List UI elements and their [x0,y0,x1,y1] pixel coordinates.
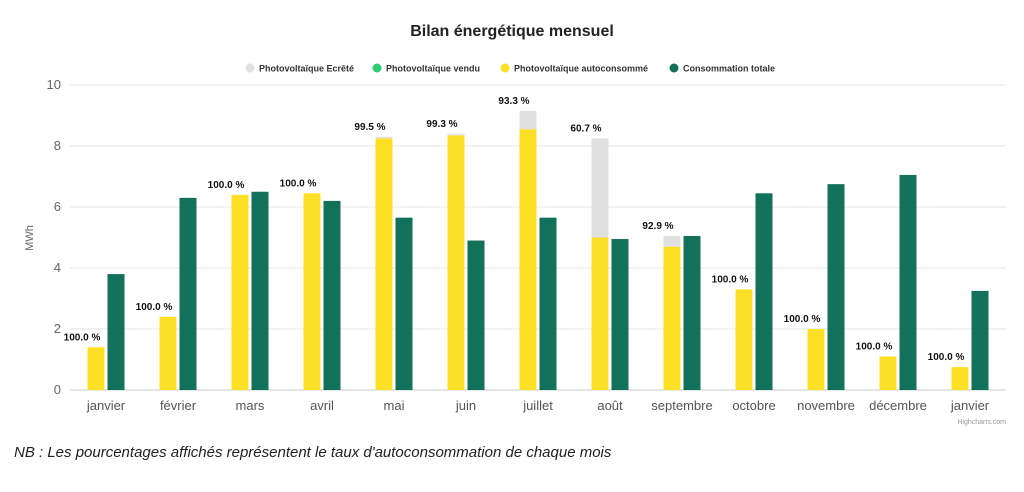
y-tick-label: 2 [54,321,61,336]
x-tick-label: novembre [797,398,855,413]
bar-consommation-totale[interactable] [971,290,989,390]
credits[interactable]: Highcharts.com [957,419,1006,426]
y-tick-label: 10 [47,77,61,92]
bar-photovolta-que-autoconsomm-[interactable] [591,237,609,391]
chart-title: Bilan énergétique mensuel [410,23,614,40]
data-label: 92.9 % [642,221,673,232]
bar-photovolta-que-autoconsomm-[interactable] [231,194,249,390]
data-label: 100.0 % [856,341,893,352]
bar-photovolta-que-autoconsomm-[interactable] [519,129,537,390]
bar-consommation-totale[interactable] [899,174,917,390]
legend-marker[interactable] [245,63,255,73]
x-tick-label: mars [236,398,265,413]
x-tick-label: janvier [950,398,990,413]
bar-consommation-totale[interactable] [611,239,629,390]
bar-photovolta-que-ecr-t-[interactable] [519,110,537,130]
data-label: 99.5 % [354,122,385,133]
y-tick-label: 8 [54,138,61,153]
x-tick-label: avril [310,398,334,413]
legend-item-label[interactable]: Photovoltaïque Ecrêté [259,64,354,74]
chart-legend: Photovoltaïque Ecrêté Photovoltaïque vend… [245,63,775,74]
bar-consommation-totale[interactable] [179,197,197,390]
bar-consommation-totale[interactable] [467,240,485,390]
bar-photovolta-que-ecr-t-[interactable] [447,133,465,136]
bar-consommation-totale[interactable] [683,235,701,390]
bar-consommation-totale[interactable] [395,217,413,390]
data-label: 100.0 % [208,180,245,191]
bar-photovolta-que-autoconsomm-[interactable] [807,329,825,390]
footnote: NB : Les pourcentages affichés représent… [14,444,612,461]
legend-marker[interactable] [669,63,679,73]
bar-photovolta-que-autoconsomm-[interactable] [663,246,681,390]
data-label: 60.7 % [570,123,601,134]
x-tick-label: mai [384,398,405,413]
bar-photovolta-que-autoconsomm-[interactable] [87,347,105,390]
legend-marker[interactable] [372,63,382,73]
legend-item-label[interactable]: Consommation totale [683,64,775,74]
x-tick-label: janvier [86,398,126,413]
data-labels: 100.0 % 100.0 % 100.0 % 100.0 % 99.5 % 99.3 %… [64,96,965,363]
x-tick-label: septembre [651,398,712,413]
bar-photovolta-que-autoconsomm-[interactable] [159,316,177,390]
x-tick-label: juin [455,398,476,413]
data-label: 100.0 % [64,332,101,343]
legend-item-label[interactable]: Photovoltaïque autoconsommé [514,64,648,74]
x-tick-label: décembre [869,398,927,413]
data-label: 100.0 % [784,314,821,325]
data-label: 100.0 % [136,302,173,313]
y-tick-label: 6 [54,199,61,214]
bar-photovolta-que-autoconsomm-[interactable] [375,138,393,390]
data-label: 93.3 % [498,96,529,107]
x-axis-ticks: janvier février mars avril mai juin juillet aoû… [86,398,990,413]
data-label: 100.0 % [928,352,965,363]
bar-photovolta-que-ecr-t-[interactable] [663,235,681,247]
bar-photovolta-que-autoconsomm-[interactable] [735,289,753,390]
bar-consommation-totale[interactable] [539,217,557,390]
x-tick-label: juillet [522,398,553,413]
bar-photovolta-que-autoconsomm-[interactable] [447,135,465,390]
x-tick-label: août [597,398,623,413]
y-tick-label: 4 [54,260,61,275]
legend-item-label[interactable]: Photovoltaïque vendu [386,64,480,74]
y-axis-ticks: 0 2 4 6 8 10 [47,77,61,397]
x-tick-label: février [160,398,197,413]
bar-photovolta-que-ecr-t-[interactable] [375,136,393,139]
bar-photovolta-que-autoconsomm-[interactable] [303,193,321,390]
grid-lines [70,84,1006,391]
y-axis-title: MWh [24,225,36,251]
bar-photovolta-que-ecr-t-[interactable] [591,138,609,238]
legend-marker[interactable] [500,63,510,73]
x-tick-label: octobre [732,398,775,413]
data-label: 100.0 % [280,178,317,189]
bar-consommation-totale[interactable] [323,200,341,390]
bar-photovolta-que-autoconsomm-[interactable] [879,356,897,390]
data-label: 99.3 % [426,119,457,130]
data-label: 100.0 % [712,274,749,285]
bar-photovolta-que-autoconsomm-[interactable] [951,367,969,390]
bar-consommation-totale[interactable] [755,193,773,390]
bar-consommation-totale[interactable] [107,274,125,390]
bar-series [87,110,989,391]
bar-consommation-totale[interactable] [251,191,269,390]
y-tick-label: 0 [54,382,61,397]
bar-consommation-totale[interactable] [827,184,845,390]
energy-chart: Bilan énergétique mensuel Photovoltaïque… [24,23,1006,426]
